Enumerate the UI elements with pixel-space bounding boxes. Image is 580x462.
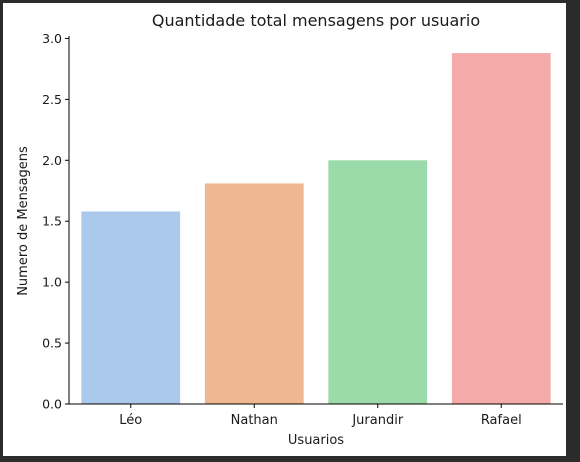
x-tick-label: Nathan (231, 413, 278, 428)
bars-layer (81, 53, 551, 404)
chart-title: Quantidade total mensagens por usuario (152, 11, 480, 30)
y-tick-label: 2.0 (42, 153, 62, 168)
x-tick-label: Léo (119, 413, 142, 428)
bar-jurandir (328, 160, 428, 404)
y-tick-label: 0.0 (42, 397, 62, 412)
x-axis-ticks: Léo Nathan Jurandir Rafael (119, 404, 522, 428)
y-axis-ticks: 0.0 0.5 1.0 1.5 2.0 2.5 3.0 (42, 31, 69, 412)
bar-nathan (204, 183, 304, 404)
y-tick-label: 1.5 (42, 214, 62, 229)
window-edge (566, 0, 580, 462)
bar-léo (81, 211, 181, 404)
y-axis-label: Numero de Mensagens (16, 146, 31, 296)
x-tick-label: Jurandir (351, 413, 403, 428)
figure-canvas: 0.0 0.5 1.0 1.5 2.0 2.5 3.0 Léo Nathan Jurandir R… (3, 3, 566, 456)
y-tick-label: 2.5 (42, 92, 62, 107)
y-tick-label: 3.0 (42, 31, 62, 46)
x-tick-label: Rafael (481, 413, 522, 428)
y-tick-label: 0.5 (42, 336, 62, 351)
y-tick-label: 1.0 (42, 275, 62, 290)
x-axis-label: Usuarios (288, 433, 344, 448)
bar-rafael (451, 53, 551, 404)
bar-chart: 0.0 0.5 1.0 1.5 2.0 2.5 3.0 Léo Nathan Jurandir R… (16, 11, 563, 448)
